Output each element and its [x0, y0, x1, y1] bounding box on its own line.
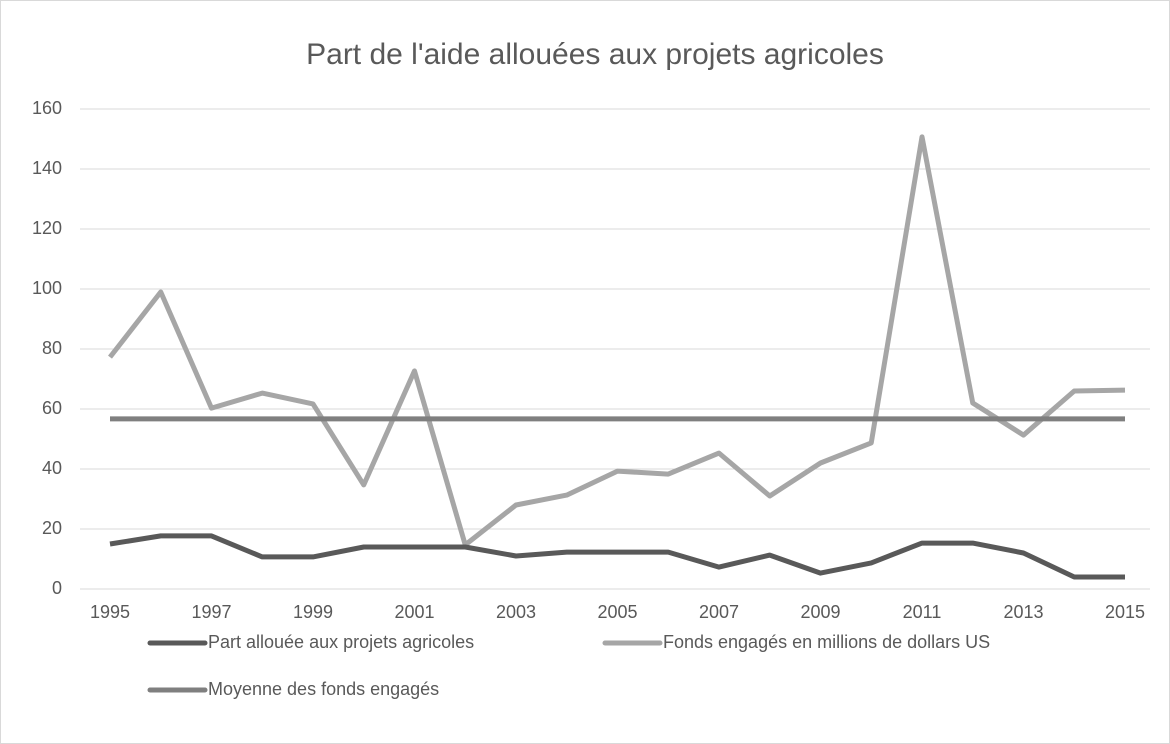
y-tick-label: 40 — [42, 458, 62, 478]
y-tick-label: 120 — [32, 218, 62, 238]
x-tick-label: 2001 — [394, 602, 434, 622]
y-tick-label: 20 — [42, 518, 62, 538]
x-tick-label: 2015 — [1105, 602, 1145, 622]
y-tick-label: 80 — [42, 338, 62, 358]
y-tick-label: 100 — [32, 278, 62, 298]
legend-label: Fonds engagés en millions de dollars US — [663, 632, 990, 652]
x-tick-label: 2009 — [800, 602, 840, 622]
x-tick-label: 1997 — [191, 602, 231, 622]
x-tick-label: 1995 — [90, 602, 130, 622]
x-tick-label: 2013 — [1003, 602, 1043, 622]
legend-label: Moyenne des fonds engagés — [208, 679, 439, 699]
y-tick-label: 140 — [32, 158, 62, 178]
x-tick-label: 1999 — [293, 602, 333, 622]
y-tick-label: 160 — [32, 98, 62, 118]
series-line — [108, 134, 1126, 548]
y-tick-label: 0 — [52, 578, 62, 598]
x-tick-label: 2011 — [903, 602, 942, 622]
y-tick-label: 60 — [42, 398, 62, 418]
x-tick-label: 2007 — [699, 602, 739, 622]
chart-title: Part de l'aide allouées aux projets agri… — [306, 38, 884, 71]
x-tick-label: 2003 — [496, 602, 536, 622]
series-line — [109, 533, 1125, 580]
legend-label: Part allouée aux projets agricoles — [208, 632, 474, 652]
x-tick-label: 2005 — [597, 602, 637, 622]
